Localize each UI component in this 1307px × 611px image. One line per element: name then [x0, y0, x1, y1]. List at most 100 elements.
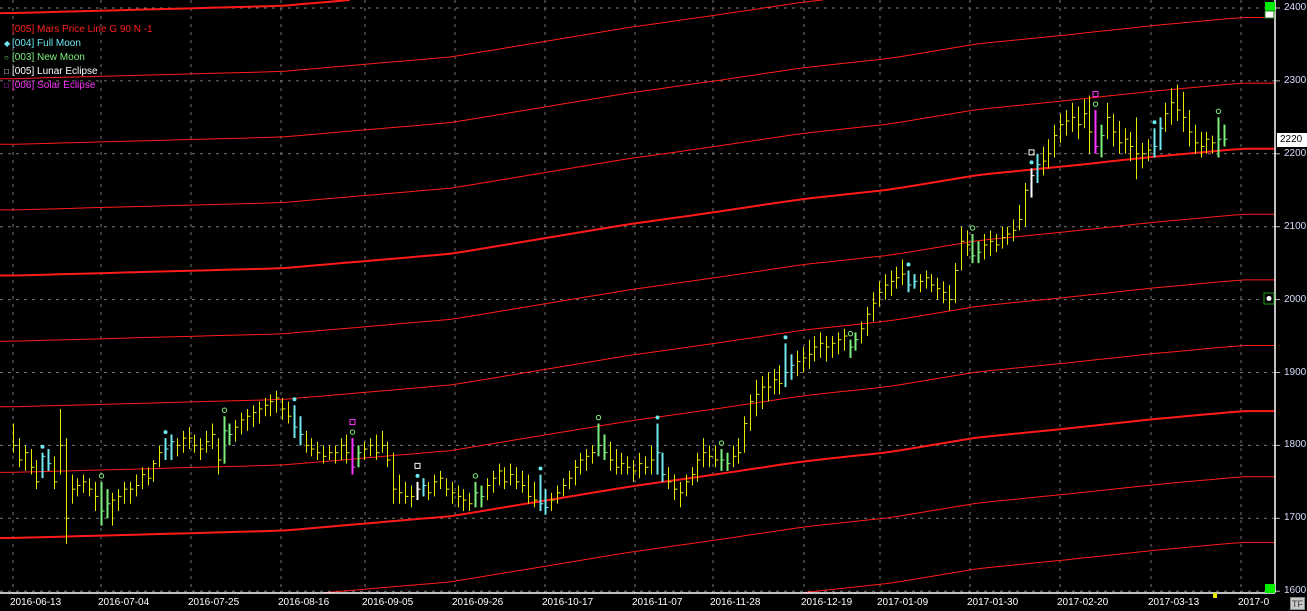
- price-bar: [1189, 110, 1193, 147]
- price-bar: [1165, 102, 1169, 132]
- price-bar: [539, 474, 544, 512]
- price-bar: [1100, 124, 1105, 158]
- price-bar: [170, 434, 175, 460]
- price-bar: [920, 274, 924, 293]
- price-bar: [645, 456, 649, 475]
- price-bar: [136, 474, 140, 497]
- price-bar: [276, 390, 280, 413]
- full-moon-icon: [1152, 120, 1157, 125]
- price-bar: [937, 277, 941, 300]
- price-bar: [405, 481, 409, 504]
- price-bar: [351, 438, 356, 475]
- price-bar: [235, 419, 239, 442]
- price-bar: [474, 481, 479, 508]
- new-moon-icon: [595, 414, 602, 421]
- price-bar: [148, 467, 152, 486]
- scroll-top-handle[interactable]: [1265, 2, 1275, 12]
- price-bar: [803, 346, 807, 373]
- price-bar: [1206, 131, 1210, 154]
- price-bar: [13, 423, 17, 453]
- price-bar: [153, 459, 157, 482]
- price-bar: [563, 478, 567, 497]
- price-bar: [990, 230, 994, 256]
- plot-frame: [0, 0, 1276, 598]
- price-bar: [130, 481, 134, 504]
- price-bar: [569, 470, 573, 490]
- price-bar: [200, 438, 204, 460]
- price-bar: [1072, 102, 1076, 132]
- legend: [005] Mars Price Line G 90 N -1 ◆ [004] F…: [4, 23, 153, 93]
- legend-label: [005] Lunar Eclipse: [12, 66, 98, 77]
- time-cursor-marker[interactable]: [1213, 593, 1217, 598]
- price-bar: [967, 230, 971, 256]
- full-moon-icon: [415, 473, 420, 478]
- price-bar: [854, 332, 859, 351]
- mars-price-lines: [0, 0, 1275, 594]
- x-tick-label: 2016-09-26: [452, 597, 504, 608]
- price-bar: [288, 401, 292, 424]
- full-moon-icon: [163, 430, 168, 435]
- price-bar: [1217, 117, 1222, 158]
- full-moon-icon: [906, 262, 911, 267]
- price-bar: [891, 270, 895, 296]
- price-bar: [253, 405, 257, 428]
- price-bar: [376, 434, 380, 460]
- price-bar: [926, 270, 930, 289]
- scroll-bottom-handle[interactable]: [1265, 584, 1275, 593]
- price-bar: [463, 489, 467, 512]
- price-bar: [838, 332, 842, 355]
- mars-price-line: [0, 147, 1275, 277]
- price-bar: [118, 489, 122, 512]
- price-bar: [610, 441, 614, 471]
- price-bar: [458, 485, 462, 508]
- price-bar: [370, 438, 374, 457]
- full-moon-icon: [292, 397, 297, 402]
- scroll-top-marker[interactable]: [1264, 10, 1275, 19]
- price-bar: [575, 459, 579, 486]
- price-bar: [364, 441, 368, 460]
- price-bar: [849, 339, 854, 358]
- price-bar: [387, 441, 391, 468]
- last-price-label: 2220: [1277, 133, 1307, 147]
- tf-button[interactable]: TF: [1290, 597, 1305, 610]
- legend-label: [006] Solar Eclipse: [12, 80, 96, 91]
- price-bar: [586, 449, 590, 471]
- price-bar: [738, 438, 742, 464]
- price-bar: [996, 233, 1000, 253]
- full-moon-icon: [40, 444, 45, 449]
- price-bar: [177, 438, 181, 457]
- price-bar: [434, 474, 438, 497]
- price-bar: [1212, 135, 1216, 154]
- price-bar: [31, 449, 35, 475]
- price-bar: [341, 438, 345, 460]
- price-bar: [66, 438, 70, 544]
- price-bar: [971, 233, 976, 264]
- price-bar: [826, 336, 830, 362]
- price-bar: [1030, 168, 1035, 198]
- price-bar: [931, 274, 935, 293]
- price-bar: [784, 343, 789, 388]
- price-bar: [299, 416, 304, 446]
- center-circle-icon: [1265, 295, 1273, 302]
- price-bar: [382, 430, 386, 453]
- price-bar: [1060, 113, 1064, 143]
- event-markers: [40, 91, 1222, 479]
- price-bar: [790, 354, 795, 380]
- price-bar: [499, 463, 503, 486]
- price-bar: [183, 430, 187, 453]
- new-moon-icon: [718, 440, 725, 446]
- price-bar: [164, 438, 169, 460]
- new-moon-icon: [969, 225, 976, 231]
- new-moon-icon: [472, 473, 479, 479]
- price-bar: [1171, 88, 1175, 125]
- price-bar: [446, 478, 450, 497]
- price-bar: [715, 445, 719, 468]
- price-bar: [247, 408, 251, 431]
- price-bar: [692, 467, 696, 486]
- grid: [0, 0, 1280, 593]
- price-bar: [528, 474, 532, 504]
- price-bar: [633, 459, 637, 482]
- y-tick-label: 2100: [1284, 220, 1307, 232]
- price-bar: [943, 281, 947, 304]
